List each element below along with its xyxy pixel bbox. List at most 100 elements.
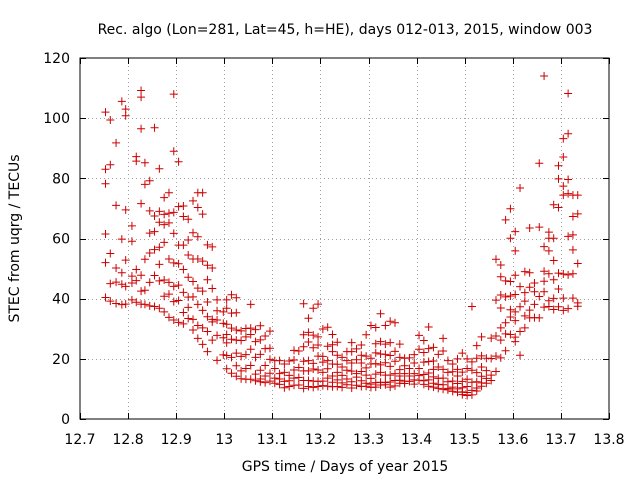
data-point xyxy=(573,298,582,307)
data-point xyxy=(525,306,534,315)
y-tick-label: 40 xyxy=(52,292,70,308)
data-point xyxy=(193,203,202,212)
data-point xyxy=(309,331,318,340)
data-point xyxy=(352,369,361,378)
data-point xyxy=(323,374,332,383)
data-point xyxy=(467,302,476,311)
data-point xyxy=(222,338,231,347)
data-point xyxy=(169,229,178,238)
data-point xyxy=(304,356,313,365)
data-point xyxy=(174,296,183,305)
data-point xyxy=(559,152,568,161)
data-point xyxy=(544,269,553,278)
data-point xyxy=(189,315,198,324)
data-point xyxy=(549,305,558,314)
data-point xyxy=(347,367,356,376)
data-point xyxy=(371,348,380,357)
data-point xyxy=(564,232,573,241)
data-point xyxy=(121,300,130,309)
data-point xyxy=(323,342,332,351)
data-point xyxy=(127,272,136,281)
data-point xyxy=(381,321,390,330)
data-point xyxy=(285,371,294,380)
data-point xyxy=(511,246,520,255)
data-point xyxy=(112,278,121,287)
data-point xyxy=(140,286,149,295)
data-point xyxy=(117,280,126,289)
data-point xyxy=(256,366,265,375)
data-point xyxy=(477,372,486,381)
data-point xyxy=(487,334,496,343)
data-point xyxy=(198,257,207,266)
data-point xyxy=(390,347,399,356)
data-point xyxy=(376,309,385,318)
data-point xyxy=(429,356,438,365)
data-point xyxy=(164,254,173,263)
data-point xyxy=(381,350,390,359)
data-point xyxy=(106,249,115,258)
data-point xyxy=(434,362,443,371)
data-point xyxy=(174,202,183,211)
data-point xyxy=(472,341,481,350)
data-point xyxy=(535,292,544,301)
data-point xyxy=(501,276,510,285)
data-point xyxy=(150,271,159,280)
data-point xyxy=(193,254,202,263)
x-tick-label: 13.1 xyxy=(257,432,288,448)
data-point xyxy=(511,227,520,236)
data-point xyxy=(203,312,212,321)
data-point xyxy=(164,313,173,322)
data-point xyxy=(535,223,544,232)
data-point xyxy=(540,287,549,296)
data-point xyxy=(290,346,299,355)
data-point xyxy=(160,307,169,316)
data-point xyxy=(241,332,250,341)
data-point xyxy=(467,378,476,387)
data-point xyxy=(203,327,212,336)
data-point xyxy=(179,202,188,211)
data-point xyxy=(193,284,202,293)
data-point xyxy=(564,304,573,313)
x-tick-label: 13.5 xyxy=(449,432,480,448)
data-point xyxy=(117,235,126,244)
data-point xyxy=(535,313,544,322)
axis-ticks: 12.7 12.8 12.9 13 13.1 13.2 13.3 13.4 13.5 13.6 13… xyxy=(43,51,624,448)
data-point xyxy=(415,345,424,354)
data-point xyxy=(155,276,164,285)
data-point xyxy=(137,124,146,133)
data-point xyxy=(496,303,505,312)
data-point xyxy=(106,115,115,124)
data-point xyxy=(390,318,399,327)
data-point xyxy=(530,279,539,288)
data-point xyxy=(145,278,154,287)
data-point xyxy=(516,351,525,360)
data-point xyxy=(366,354,375,363)
data-point xyxy=(376,360,385,369)
data-point xyxy=(501,318,510,327)
data-point xyxy=(222,330,231,339)
data-point xyxy=(265,344,274,353)
data-point xyxy=(559,306,568,315)
data-point xyxy=(328,347,337,356)
data-point xyxy=(265,355,274,364)
data-point xyxy=(193,334,202,343)
data-point xyxy=(366,374,375,383)
data-point xyxy=(265,377,274,386)
data-point xyxy=(477,332,486,341)
data-point xyxy=(184,303,193,312)
data-point xyxy=(434,350,443,359)
data-point xyxy=(160,210,169,219)
data-point xyxy=(573,209,582,218)
plot-frame xyxy=(79,57,610,420)
data-point xyxy=(140,255,149,264)
data-point xyxy=(501,292,510,301)
data-point xyxy=(169,297,178,306)
data-point xyxy=(501,346,510,355)
data-point xyxy=(453,379,462,388)
data-point xyxy=(429,343,438,352)
data-point xyxy=(198,306,207,315)
chart-title: Rec. algo (Lon=281, Lat=45, h=HE), days … xyxy=(98,22,593,38)
data-point xyxy=(251,337,260,346)
data-point xyxy=(496,291,505,300)
data-point xyxy=(530,300,539,309)
